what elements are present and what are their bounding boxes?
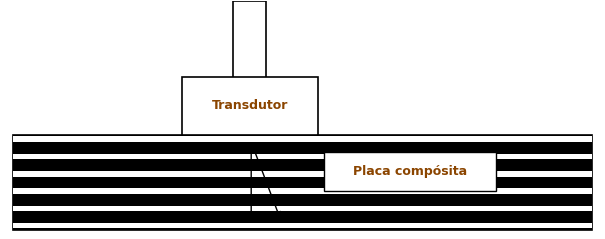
Bar xyxy=(13,223,592,228)
Text: Placa compósita: Placa compósita xyxy=(353,165,466,178)
Bar xyxy=(13,135,592,230)
Bar xyxy=(13,136,592,142)
Bar xyxy=(13,154,592,159)
Bar xyxy=(233,1,266,135)
Bar xyxy=(182,77,318,135)
Bar xyxy=(13,171,592,177)
Bar xyxy=(324,152,495,191)
Bar xyxy=(13,188,592,194)
Text: Transdutor: Transdutor xyxy=(212,99,288,112)
Bar xyxy=(13,206,592,211)
